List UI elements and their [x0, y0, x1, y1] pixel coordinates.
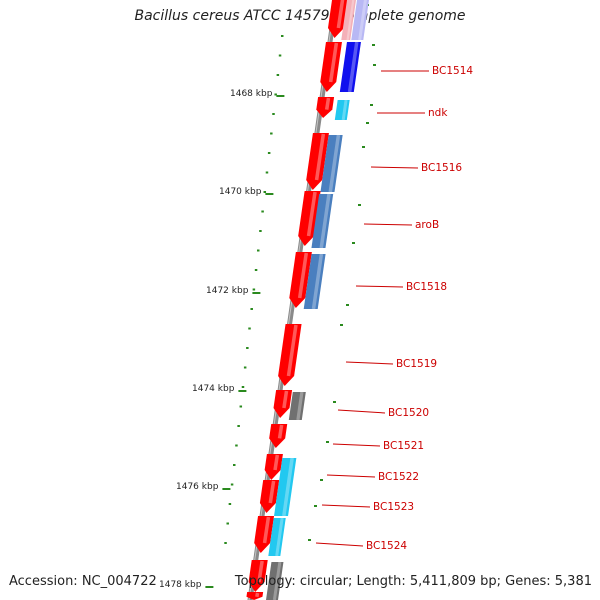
scale-label: 1478 kbp — [159, 580, 202, 590]
label-leader — [355, 285, 404, 288]
blast-hit[interactable] — [339, 41, 361, 93]
cds-arrow[interactable] — [316, 97, 335, 118]
label-leader — [315, 542, 364, 547]
cds-arrow[interactable] — [289, 252, 312, 308]
cds-arrow[interactable] — [320, 42, 342, 92]
gene-label[interactable]: BC1518 — [406, 281, 447, 293]
blast-hit[interactable] — [351, 0, 370, 41]
accession-text: Accession: NC_004722 — [9, 574, 157, 589]
cds-arrow[interactable] — [298, 191, 321, 246]
scale-label: 1468 kbp — [230, 89, 273, 99]
blast-hit[interactable] — [334, 99, 350, 121]
label-leader — [332, 443, 381, 447]
gene-label[interactable]: BC1521 — [383, 440, 424, 452]
cds-arrow[interactable] — [306, 133, 329, 190]
cds-feature[interactable] — [341, 0, 357, 41]
label-leader — [363, 223, 413, 226]
map-title: Bacillus cereus ATCC 14579, complete gen… — [134, 8, 466, 24]
cds-arrow[interactable] — [248, 560, 268, 592]
gene-label[interactable]: BC1522 — [378, 471, 419, 483]
gene-label[interactable]: ndk — [428, 107, 448, 119]
label-leader — [370, 166, 419, 169]
blast-hit[interactable] — [274, 457, 297, 517]
tick-track — [224, 4, 376, 544]
gene-label[interactable]: BC1519 — [396, 358, 437, 370]
scale-label: 1470 kbp — [219, 187, 262, 197]
cds-arrow[interactable] — [269, 424, 288, 448]
topology-text: Topology: circular; Length: 5,411,809 bp… — [234, 574, 592, 589]
label-leader — [337, 409, 386, 414]
gene-label[interactable]: BC1524 — [366, 540, 407, 552]
blast-hit[interactable] — [311, 193, 334, 249]
cds-arrow[interactable] — [254, 516, 275, 553]
blast-hit[interactable] — [303, 253, 326, 310]
cds-arrow[interactable] — [264, 454, 283, 480]
scale-label: 1476 kbp — [176, 482, 219, 492]
cds-arrow[interactable] — [273, 390, 293, 418]
cds-arrow[interactable] — [259, 480, 280, 513]
blast-hit[interactable] — [288, 391, 306, 421]
scale-label: 1472 kbp — [206, 286, 249, 296]
label-leader — [345, 361, 394, 365]
gene-labels[interactable]: BC1514 ndk BC1516 aroB BC1518 BC1519 BC1520 BC1… — [315, 65, 473, 552]
gene-label[interactable]: BC1516 — [421, 162, 462, 174]
label-leader — [321, 504, 371, 508]
scale-label: 1474 kbp — [192, 384, 235, 394]
gene-label[interactable]: BC1514 — [432, 65, 473, 77]
scale-labels: 1468 kbp 1470 kbp 1472 kbp 1474 kbp 1476 kbp… — [159, 89, 285, 590]
blast-hit[interactable] — [266, 561, 284, 600]
feature-track[interactable] — [246, 0, 370, 600]
gene-label[interactable]: BC1523 — [373, 501, 414, 513]
blast-hit[interactable] — [268, 517, 286, 557]
cds-arrow[interactable] — [278, 324, 302, 386]
label-leader — [326, 474, 376, 478]
gene-label[interactable]: aroB — [415, 219, 439, 231]
cds-arrow[interactable] — [246, 592, 264, 600]
gene-label[interactable]: BC1520 — [388, 407, 429, 419]
blast-hit[interactable] — [320, 134, 343, 193]
